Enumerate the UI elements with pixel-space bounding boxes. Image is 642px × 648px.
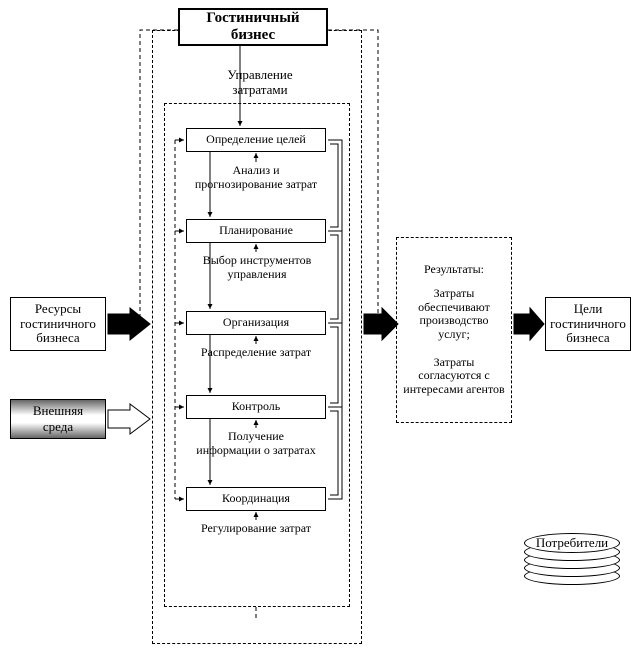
step-organization: Организация bbox=[186, 311, 326, 335]
results-box: Результаты: Затраты обеспечивают произво… bbox=[396, 237, 512, 423]
desc-information: Получение информации о затратах bbox=[186, 430, 326, 458]
step-coordination: Координация bbox=[186, 487, 326, 511]
step-goals-definition: Определение целей bbox=[186, 128, 326, 152]
title-box: Гостиничный бизнес bbox=[178, 8, 328, 46]
results-title: Результаты: bbox=[424, 263, 484, 277]
step-planning: Планирование bbox=[186, 219, 326, 243]
desc-regulation: Регулирование затрат bbox=[186, 522, 326, 536]
arrow-business-to-results bbox=[364, 308, 398, 340]
consumers-cylinder: Потребители bbox=[524, 533, 620, 587]
desc-analysis: Анализ и прогнозирование затрат bbox=[186, 164, 326, 192]
consumers-label: Потребители bbox=[524, 533, 620, 553]
resources-box: Ресурсы гостиничного бизнеса bbox=[10, 297, 106, 351]
external-environment-box: Внешняя среда bbox=[10, 399, 106, 439]
management-label: Управление затратами bbox=[205, 68, 315, 98]
goals-box: Цели гостиничного бизнеса bbox=[545, 297, 631, 351]
arrow-env-to-business bbox=[108, 404, 150, 434]
arrow-results-to-goals bbox=[514, 308, 544, 340]
desc-distribution: Распределение затрат bbox=[186, 346, 326, 360]
results-body: Затраты обеспечивают производство услуг;… bbox=[403, 287, 505, 397]
arrow-resources-to-business bbox=[108, 308, 150, 340]
step-control: Контроль bbox=[186, 395, 326, 419]
desc-instruments: Выбор инструментов управления bbox=[190, 254, 324, 282]
